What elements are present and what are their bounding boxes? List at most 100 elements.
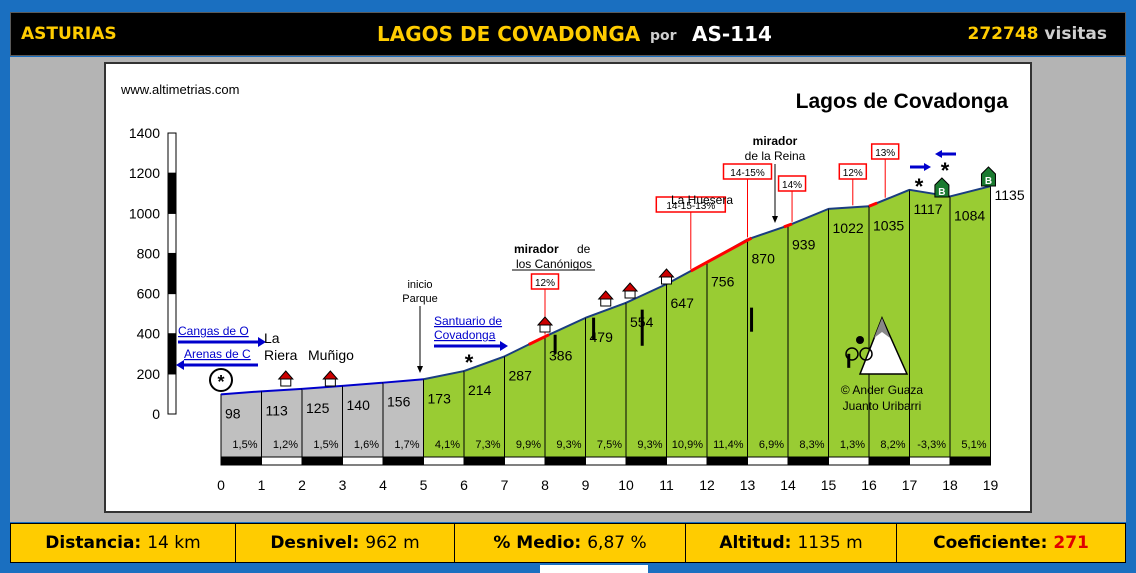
x-tick-label: 2 [298,477,306,493]
site-label: www.altimetrias.com [120,82,239,97]
house-icon-body [324,378,336,387]
la-label: La [264,330,280,346]
profile-area [220,185,991,458]
mirador-canonigos-bold: mirador [514,242,559,256]
km-segment [666,456,708,466]
x-tick-label: 9 [582,477,590,493]
gradient-label: 1,5% [313,439,338,451]
profile-line [544,316,586,338]
steep-section [868,201,878,208]
altitud-value: 1135 m [797,533,863,553]
stat-coeficiente: Coeficiente: 271 [897,524,1125,562]
altitude-label: 173 [428,390,452,406]
altitude-label: 756 [711,273,735,289]
profile-segment [706,238,748,458]
house-icon-body [624,290,636,299]
desnivel-value: 962 m [365,533,420,553]
x-tick-label: 16 [861,477,877,493]
altitude-scale-segment [167,373,177,415]
house-icon [536,316,554,326]
x-tick-label: 17 [902,477,918,493]
gradient-labels: 1,5% 1,2% 1,5% 1,6% 1,7% 4,1% 7,3% 9,9% 9,3% 7,5%… [232,439,986,451]
profile-segment [909,189,951,458]
profile-line [342,381,384,387]
y-tick-label: 1200 [129,165,160,181]
hotel-icon-letter: B [938,187,945,198]
chart-title: Lagos de Covadonga [796,90,1009,113]
profile-segment [625,283,667,458]
mountain-logo-snow [874,318,890,338]
profile-line [382,378,424,384]
altitude-scale-segment [167,132,177,174]
y-tick-label: 1000 [129,205,160,221]
gradient-label: 9,9% [516,439,541,451]
steep-section [690,236,753,273]
profile-segment [828,205,870,458]
km-segment [828,456,870,466]
santuario-label-1: Santuario de [434,314,502,328]
gradient-label: 1,7% [394,439,419,451]
km-segment [220,456,262,466]
km-segment [504,456,546,466]
steep-section [528,333,550,346]
km-segment [463,456,505,466]
altitude-label: 1135 [995,187,1025,203]
gradient-sign-text: 12% [535,278,555,289]
profile-line [423,370,465,381]
altitude-label: 156 [387,394,411,410]
altitude-scale-segment [167,293,177,335]
km-segment [585,456,627,466]
gradient-label: 10,9% [672,439,703,451]
gradient-label: 8,3% [799,439,824,451]
mirador-reina-bold: mirador [753,134,798,148]
mirador-canonigos-label: los Canónigos [516,257,592,271]
hotel-icon-letter: B [985,176,992,187]
altitude-label: 870 [752,250,776,266]
reina-pointer-head [772,216,778,223]
km-segment [544,456,586,466]
steep-section [783,222,793,229]
gradient-label: 7,3% [475,439,500,451]
altitude-scale-segment [167,172,177,214]
gradient-sign-text: 14-15% [730,168,765,179]
riera-label: Riera [264,347,298,363]
x-tick-label: 15 [821,477,837,493]
km-segment [382,456,424,466]
start-icon-star: * [217,372,224,392]
gradient-label: 1,6% [354,439,379,451]
x-tick-label: 10 [618,477,634,493]
coef-label: Coeficiente: [933,533,1048,553]
parque-pointer-head [417,366,423,373]
km-segment [787,456,829,466]
scrollbar-thumb[interactable] [540,565,648,573]
x-tick-label: 7 [501,477,509,493]
stat-altitud: Altitud: 1135 m [686,524,897,562]
coef-value: 271 [1053,533,1089,553]
mountain-logo [858,316,909,375]
y-tick-label: 0 [152,406,160,422]
gradient-sign-text: 13% [875,148,895,159]
credit-line-2: Juanto Uribarri [843,399,922,413]
profile-line [220,390,262,396]
km-segment [301,456,343,466]
visits-counter: 272748 visitas [968,24,1107,44]
credit-line-1: © Ander Guaza [841,383,924,397]
altitude-label: 939 [792,237,816,253]
hotel-icon [934,177,950,198]
profile-segment [585,302,627,458]
profile-segment [666,261,708,458]
house-icon [597,290,614,300]
desnivel-label: Desnivel: [270,533,360,553]
profile-line [585,301,627,319]
start-icon [209,368,233,392]
house-icon [277,370,294,380]
header-bar: ASTURIAS LAGOS DE COVADONGA por AS-114 2… [10,12,1126,56]
house-icon [322,370,339,380]
stat-distancia: Distancia: 14 km [11,524,236,562]
altitude-label: 386 [549,348,573,364]
left-arrow-2-head [935,150,942,158]
altitude-label: 1084 [954,207,985,223]
santuario-label-2: Covadonga [434,328,496,342]
visits-label: visitas [1044,24,1107,44]
arenas-arrowhead [176,360,184,370]
